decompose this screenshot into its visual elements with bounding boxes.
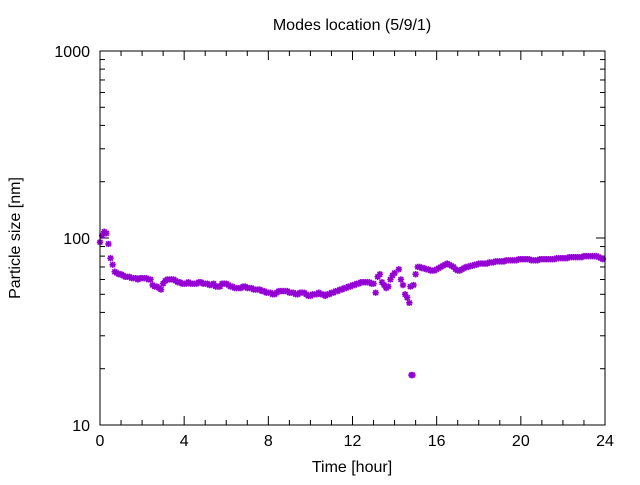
data-point bbox=[407, 283, 414, 290]
data-point bbox=[378, 279, 386, 286]
data-point bbox=[210, 280, 217, 287]
data-point bbox=[372, 289, 379, 296]
data-point bbox=[98, 232, 106, 239]
x-tick-label: 12 bbox=[344, 433, 362, 450]
data-point bbox=[105, 240, 112, 248]
data-point bbox=[395, 266, 402, 273]
data-point bbox=[159, 280, 167, 287]
data-point bbox=[391, 269, 398, 277]
y-tick-label: 100 bbox=[63, 231, 90, 248]
x-axis-label: Time [hour] bbox=[312, 459, 392, 476]
data-point bbox=[385, 283, 392, 290]
data-point bbox=[406, 299, 413, 307]
data-points bbox=[96, 228, 607, 379]
data-point bbox=[397, 276, 405, 283]
x-tick-label: 16 bbox=[428, 433, 446, 450]
y-tick-label: 10 bbox=[72, 418, 90, 435]
x-tick-label: 4 bbox=[180, 433, 189, 450]
data-point bbox=[109, 261, 116, 268]
data-point bbox=[380, 281, 388, 289]
data-point bbox=[216, 283, 224, 290]
axis-ticks: 0 4 8 12 16 20 24 10 100 1000 bbox=[54, 44, 614, 450]
data-point bbox=[147, 276, 154, 283]
x-tick-label: 24 bbox=[596, 433, 614, 450]
data-point bbox=[376, 271, 384, 278]
data-point bbox=[409, 371, 416, 379]
data-point bbox=[404, 294, 411, 301]
data-point bbox=[107, 254, 114, 262]
data-point bbox=[157, 286, 165, 293]
data-point bbox=[370, 280, 377, 287]
data-point bbox=[401, 291, 409, 298]
x-tick-label: 0 bbox=[96, 433, 105, 450]
y-tick-label: 1000 bbox=[54, 44, 90, 61]
data-point bbox=[410, 281, 417, 289]
plot-frame bbox=[99, 50, 606, 426]
data-point bbox=[599, 256, 607, 263]
data-point bbox=[103, 230, 110, 237]
x-tick-label: 8 bbox=[264, 433, 273, 450]
chart-title: Modes location (5/9/1) bbox=[273, 17, 431, 34]
x-tick-label: 20 bbox=[512, 433, 530, 450]
y-axis-label: Particle size [nm] bbox=[7, 177, 24, 299]
data-point bbox=[399, 281, 407, 289]
data-point bbox=[412, 271, 419, 278]
data-point bbox=[387, 276, 394, 283]
